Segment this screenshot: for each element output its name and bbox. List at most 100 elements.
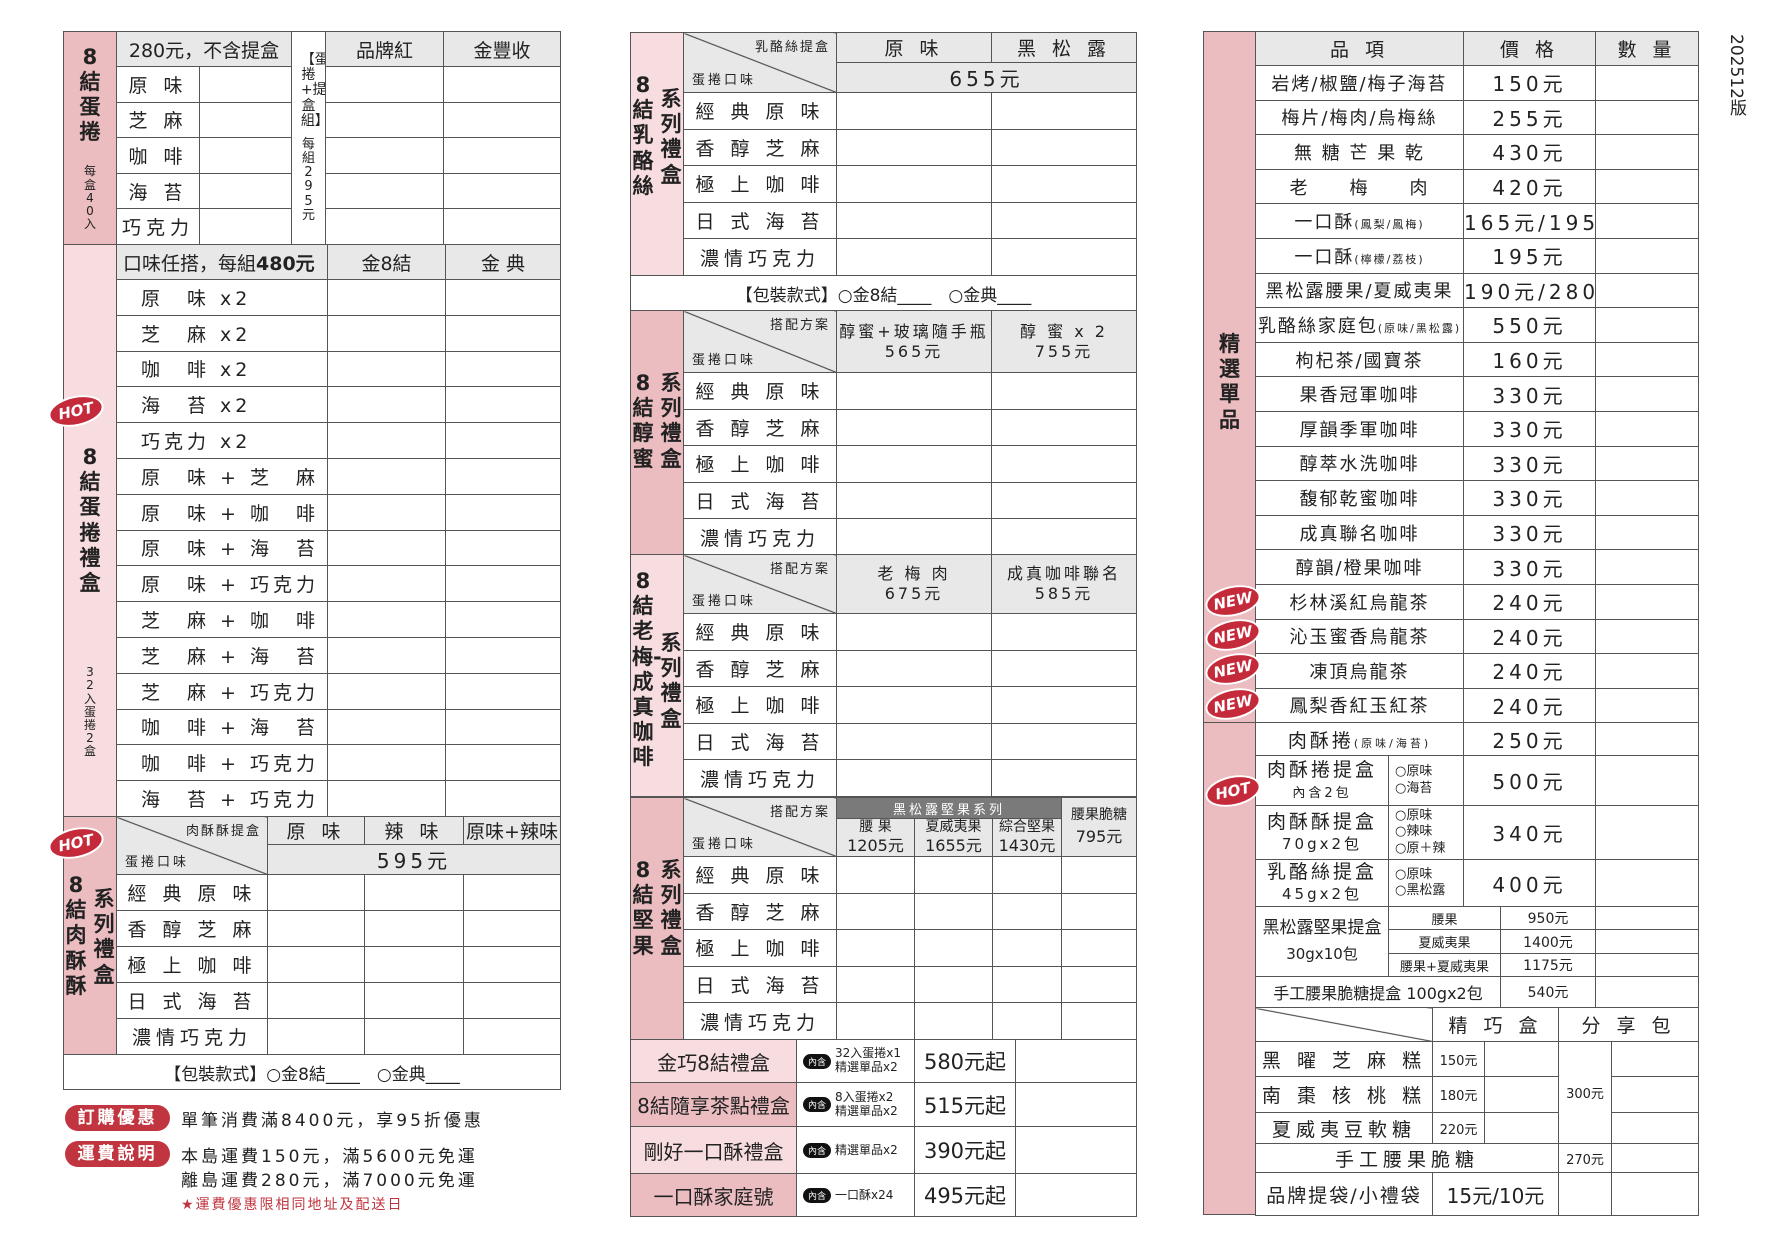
quantity-input[interactable] — [836, 965, 915, 1004]
quantity-input[interactable] — [991, 238, 1137, 276]
quantity-input[interactable] — [198, 101, 293, 139]
quantity-input[interactable] — [364, 982, 464, 1019]
quantity-input[interactable] — [992, 965, 1062, 1004]
quantity-input[interactable] — [463, 910, 561, 947]
quantity-input[interactable] — [836, 372, 992, 410]
quantity-input[interactable] — [991, 481, 1137, 520]
quantity-input[interactable] — [991, 201, 1137, 240]
quantity-input[interactable] — [1595, 618, 1699, 655]
quantity-input[interactable] — [327, 314, 446, 352]
option-radios[interactable]: ○原味 ○海苔 — [1388, 755, 1464, 806]
quantity-input[interactable] — [991, 165, 1137, 203]
quantity-input[interactable] — [836, 238, 992, 276]
quantity-input[interactable] — [327, 529, 446, 567]
quantity-input[interactable] — [198, 208, 293, 245]
quantity-input[interactable] — [443, 101, 562, 139]
quantity-input[interactable] — [1595, 653, 1699, 689]
quantity-input[interactable] — [364, 910, 464, 947]
quantity-input[interactable] — [325, 172, 445, 210]
quantity-input[interactable] — [327, 493, 446, 531]
quantity-input[interactable] — [991, 518, 1137, 556]
quantity-input[interactable] — [327, 279, 446, 316]
quantity-input[interactable] — [445, 636, 561, 674]
quantity-input[interactable] — [445, 780, 561, 817]
quantity-input[interactable] — [1595, 514, 1699, 551]
quantity-input[interactable] — [463, 946, 561, 983]
quantity-input[interactable] — [1595, 976, 1699, 1008]
quantity-input[interactable] — [267, 910, 365, 947]
quantity-input[interactable] — [992, 929, 1062, 967]
quantity-input[interactable] — [327, 386, 446, 424]
quantity-input[interactable] — [445, 744, 561, 782]
quantity-input[interactable] — [1558, 1172, 1612, 1216]
quantity-input[interactable] — [364, 874, 464, 911]
quantity-input[interactable] — [325, 208, 445, 245]
quantity-input[interactable] — [327, 744, 446, 782]
quantity-input[interactable] — [992, 892, 1062, 931]
quantity-input[interactable] — [991, 445, 1137, 483]
quantity-input[interactable] — [327, 708, 446, 746]
quantity-input[interactable] — [836, 92, 992, 130]
quantity-input[interactable] — [1061, 965, 1137, 1004]
quantity-input[interactable] — [327, 422, 446, 459]
quantity-input[interactable] — [1595, 929, 1699, 954]
quantity-input[interactable] — [325, 137, 445, 174]
quantity-input[interactable] — [445, 601, 561, 638]
quantity-input[interactable] — [445, 708, 561, 746]
quantity-input[interactable] — [1595, 755, 1699, 806]
quantity-input[interactable] — [836, 613, 992, 651]
quantity-input[interactable] — [1595, 859, 1699, 907]
quantity-input[interactable] — [1595, 687, 1699, 724]
quantity-input[interactable] — [1595, 272, 1699, 309]
quantity-input[interactable] — [914, 856, 993, 894]
quantity-input[interactable] — [327, 672, 446, 710]
quantity-input[interactable] — [364, 1018, 464, 1055]
quantity-input[interactable] — [836, 686, 992, 724]
quantity-input[interactable] — [1595, 341, 1699, 378]
quantity-input[interactable] — [443, 66, 562, 103]
quantity-input[interactable] — [836, 929, 915, 967]
quantity-input[interactable] — [443, 137, 562, 174]
quantity-input[interactable] — [327, 350, 446, 388]
quantity-input[interactable] — [914, 929, 993, 967]
quantity-input[interactable] — [463, 874, 561, 911]
quantity-input[interactable] — [327, 636, 446, 674]
quantity-input[interactable] — [445, 672, 561, 710]
quantity-input[interactable] — [463, 1018, 561, 1055]
quantity-input[interactable] — [992, 1002, 1062, 1040]
quantity-input[interactable] — [1595, 410, 1699, 447]
quantity-input[interactable] — [1015, 1039, 1137, 1083]
quantity-input[interactable] — [836, 649, 992, 688]
quantity-input[interactable] — [445, 386, 561, 424]
quantity-input[interactable] — [1595, 906, 1699, 930]
quantity-input[interactable] — [1595, 168, 1699, 205]
quantity-input[interactable] — [1595, 953, 1699, 977]
quantity-input[interactable] — [327, 457, 446, 495]
quantity-input[interactable] — [325, 101, 445, 139]
quantity-input[interactable] — [325, 66, 445, 103]
quantity-input[interactable] — [914, 1002, 993, 1040]
quantity-input[interactable] — [1595, 134, 1699, 170]
quantity-input[interactable] — [1061, 929, 1137, 967]
quantity-input[interactable] — [991, 649, 1137, 688]
option-radios[interactable]: ○原味 ○辣味 ○原＋辣 — [1388, 805, 1464, 860]
quantity-input[interactable] — [445, 350, 561, 388]
quantity-input[interactable] — [445, 314, 561, 352]
quantity-input[interactable] — [991, 686, 1137, 724]
quantity-input[interactable] — [1015, 1082, 1137, 1127]
quantity-input[interactable] — [1015, 1126, 1137, 1174]
quantity-input[interactable] — [1611, 1143, 1699, 1173]
quantity-input[interactable] — [836, 759, 992, 797]
quantity-input[interactable] — [991, 613, 1137, 651]
quantity-input[interactable] — [1484, 1041, 1559, 1077]
quantity-input[interactable] — [836, 722, 992, 761]
quantity-input[interactable] — [1611, 1172, 1699, 1216]
quantity-input[interactable] — [836, 1002, 915, 1040]
quantity-input[interactable] — [1595, 65, 1699, 101]
quantity-input[interactable] — [836, 165, 992, 203]
quantity-input[interactable] — [1595, 549, 1699, 585]
quantity-input[interactable] — [1595, 99, 1699, 136]
quantity-input[interactable] — [327, 601, 446, 638]
package-option-row[interactable]: 【包裝款式】○金8結____ ○金典____ — [630, 274, 1137, 312]
quantity-input[interactable] — [1595, 237, 1699, 274]
